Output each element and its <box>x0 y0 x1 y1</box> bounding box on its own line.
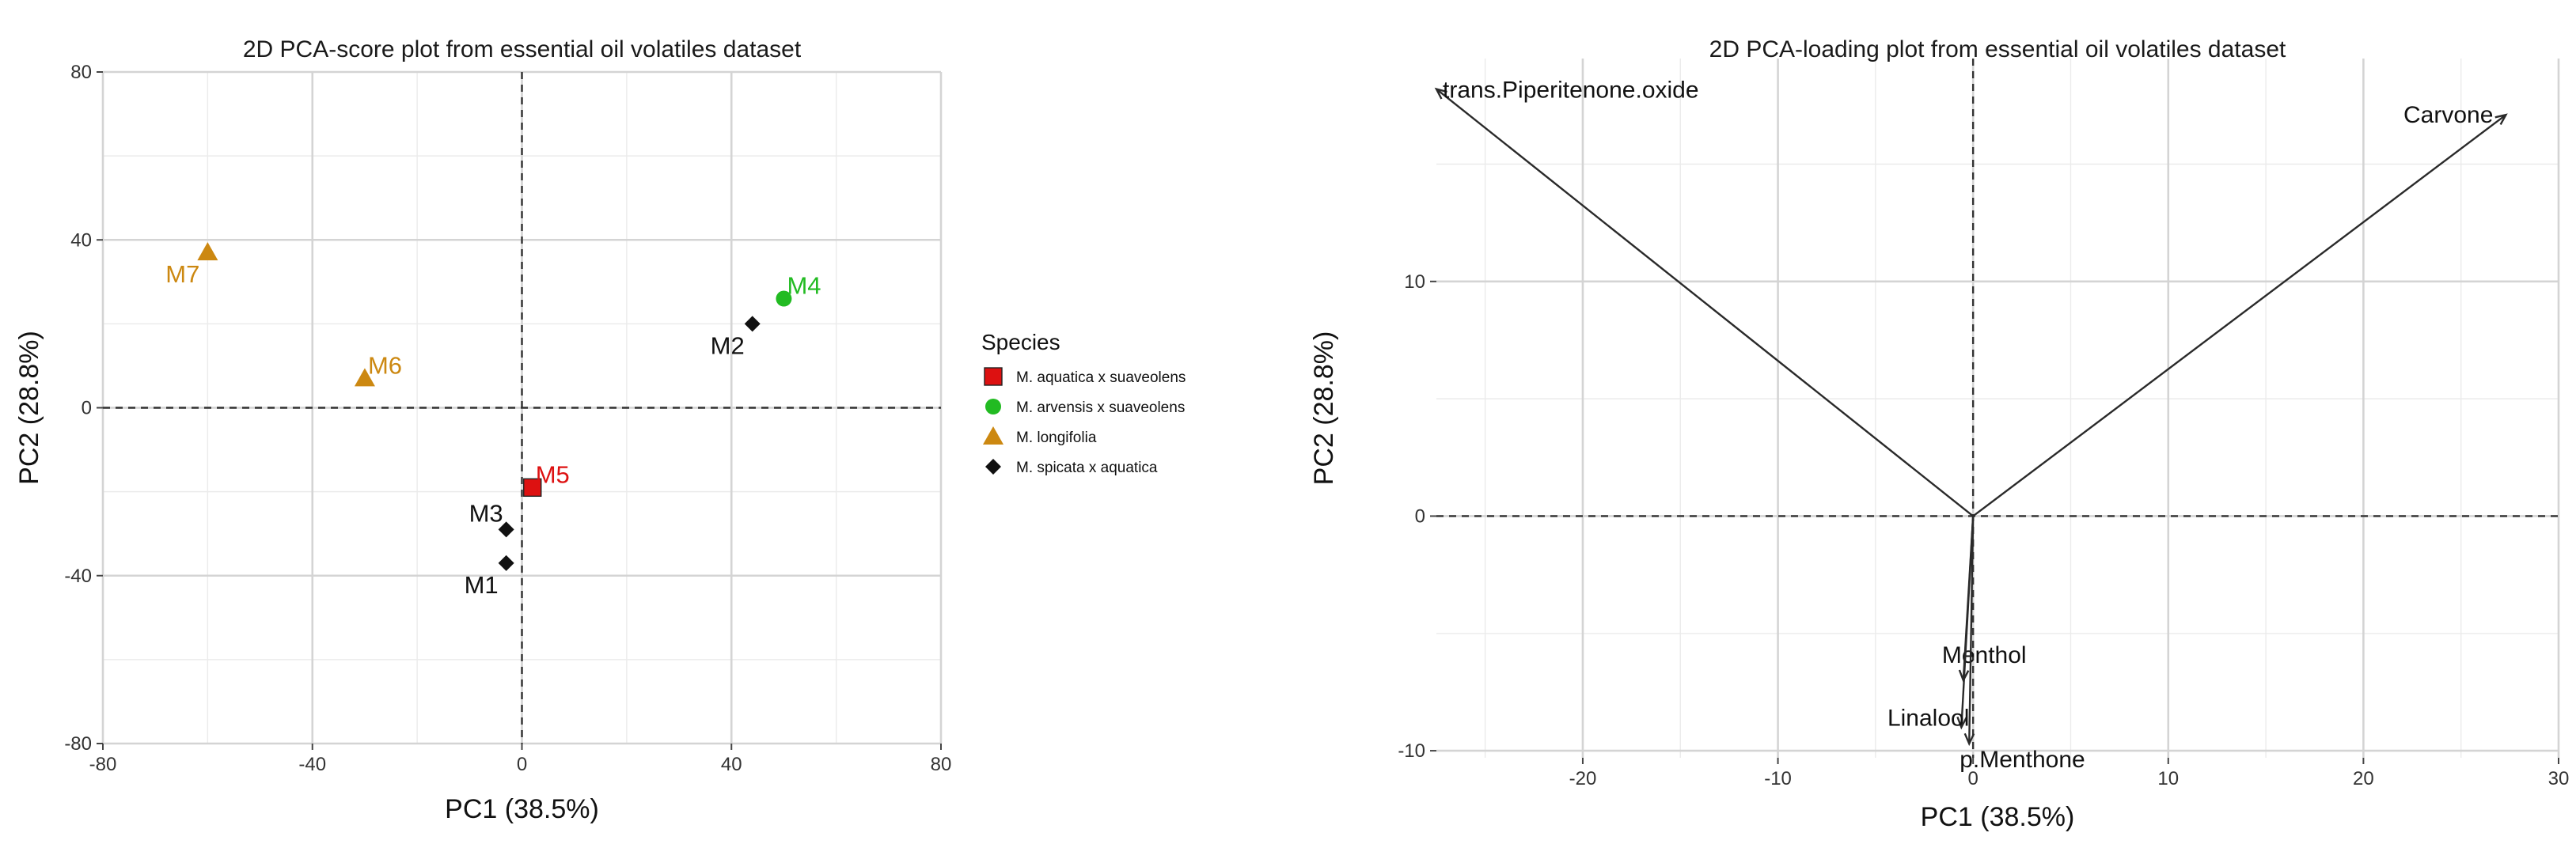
loading-arrowhead-carvone <box>2494 113 2508 126</box>
score-point-m6 <box>354 368 375 387</box>
loading-label-linalool: Linalool <box>1887 705 1969 731</box>
loading-arrowhead-trans-piperitenone-oxide <box>1434 87 1447 100</box>
legend-key-square <box>984 367 1003 386</box>
loading-y-tick-label: 10 <box>1404 271 1425 293</box>
loading-y-tick-label: 0 <box>1415 505 1425 527</box>
score-plot-title: 2D PCA-score plot from essential oil vol… <box>243 36 802 62</box>
score-x-tick-labels: -80 -40 0 40 80 <box>89 744 952 775</box>
legend-entry-label: M. spicata x aquatica <box>1016 460 1158 476</box>
score-y-tick-label: -80 <box>64 733 92 755</box>
score-y-axis-title: PC2 (28.8%) <box>14 331 44 485</box>
species-legend: Species M. aquatica x suaveolens M. arvens… <box>981 330 1186 476</box>
loading-plot: -20 -10 0 10 20 30 -10 0 10 2D PCA-loading plot f… <box>1309 36 2569 832</box>
legend-title: Species <box>981 330 1060 354</box>
score-points: M1 M2 M3 M4 M5 M6 M7 <box>165 242 821 599</box>
score-point-label: M3 <box>469 499 503 527</box>
loading-x-tick-label: 10 <box>2157 768 2179 789</box>
legend-entry-label: M. arvensis x suaveolens <box>1016 399 1185 416</box>
score-point-m5 <box>523 478 542 498</box>
score-x-tick-label: 40 <box>721 754 742 775</box>
loading-x-tick-labels: -20 -10 0 10 20 30 <box>1569 758 2570 789</box>
legend-entry-label: M. longifolia <box>1016 430 1097 446</box>
score-point-m1 <box>498 554 514 571</box>
score-x-tick-label: 80 <box>931 754 952 775</box>
legend-key-circle <box>985 399 1001 414</box>
score-x-tick-label: -40 <box>298 754 326 775</box>
score-point-label: M4 <box>787 272 821 300</box>
loading-vector-trans-piperitenone-oxide <box>1436 88 1974 517</box>
legend-entry-label: M. aquatica x suaveolens <box>1016 369 1186 386</box>
loading-label-p-menthone: p.Menthone <box>1960 747 2085 773</box>
loading-arrowhead-linalool <box>1956 716 1967 730</box>
score-point-label: M2 <box>711 331 745 359</box>
loading-vectors: trans.Piperitenone.oxide Carvone Menthol Li… <box>1434 78 2508 773</box>
score-point-label: M6 <box>368 351 402 379</box>
loading-y-axis-title: PC2 (28.8%) <box>1309 331 1339 486</box>
loading-vector-p-menthone <box>1968 516 1975 744</box>
score-point-label: M1 <box>465 571 499 599</box>
loading-y-tick-label: -10 <box>1398 740 1425 762</box>
loading-x-tick-label: 30 <box>2548 768 2570 789</box>
loading-x-tick-label: -20 <box>1569 768 1597 789</box>
loading-x-tick-label: 0 <box>1967 768 1978 789</box>
loading-vector-linalool <box>1960 516 1975 728</box>
score-x-tick-label: -80 <box>89 754 117 775</box>
score-plot: -80 -40 0 40 80 80 40 0 -40 -80 2D PCA-score plot … <box>14 36 1186 824</box>
loading-plot-title: 2D PCA-loading plot from essential oil v… <box>1709 36 2286 62</box>
score-point-m7 <box>197 242 218 261</box>
legend-key-diamond <box>985 459 1001 475</box>
score-point-m3 <box>498 521 514 538</box>
loading-vector-carvone <box>1972 114 2507 517</box>
legend-key-triangle <box>983 426 1003 445</box>
loading-x-tick-label: -10 <box>1764 768 1792 789</box>
score-point-label: M7 <box>165 260 199 288</box>
score-y-tick-label: -40 <box>64 566 92 587</box>
loading-label-menthol: Menthol <box>1942 642 2027 668</box>
score-y-tick-label: 0 <box>82 398 92 419</box>
score-point-m4 <box>776 290 792 307</box>
loading-x-tick-label: 20 <box>2353 768 2374 789</box>
score-y-tick-labels: 80 40 0 -40 -80 <box>64 62 103 755</box>
score-x-axis-title: PC1 (38.5%) <box>445 794 599 824</box>
score-point-m2 <box>744 316 761 332</box>
loading-label-trans-piperitenone-oxide: trans.Piperitenone.oxide <box>1443 78 1699 104</box>
loading-y-tick-labels: -10 0 10 <box>1398 271 1436 762</box>
score-x-tick-label: 0 <box>517 754 527 775</box>
score-point-label: M5 <box>536 460 570 488</box>
loading-x-axis-title: PC1 (38.5%) <box>1921 802 2075 832</box>
loading-arrowhead-p-menthone <box>1963 732 1975 747</box>
score-y-tick-label: 80 <box>70 62 92 83</box>
score-y-tick-label: 40 <box>70 229 92 251</box>
loading-label-carvone: Carvone <box>2403 102 2493 128</box>
